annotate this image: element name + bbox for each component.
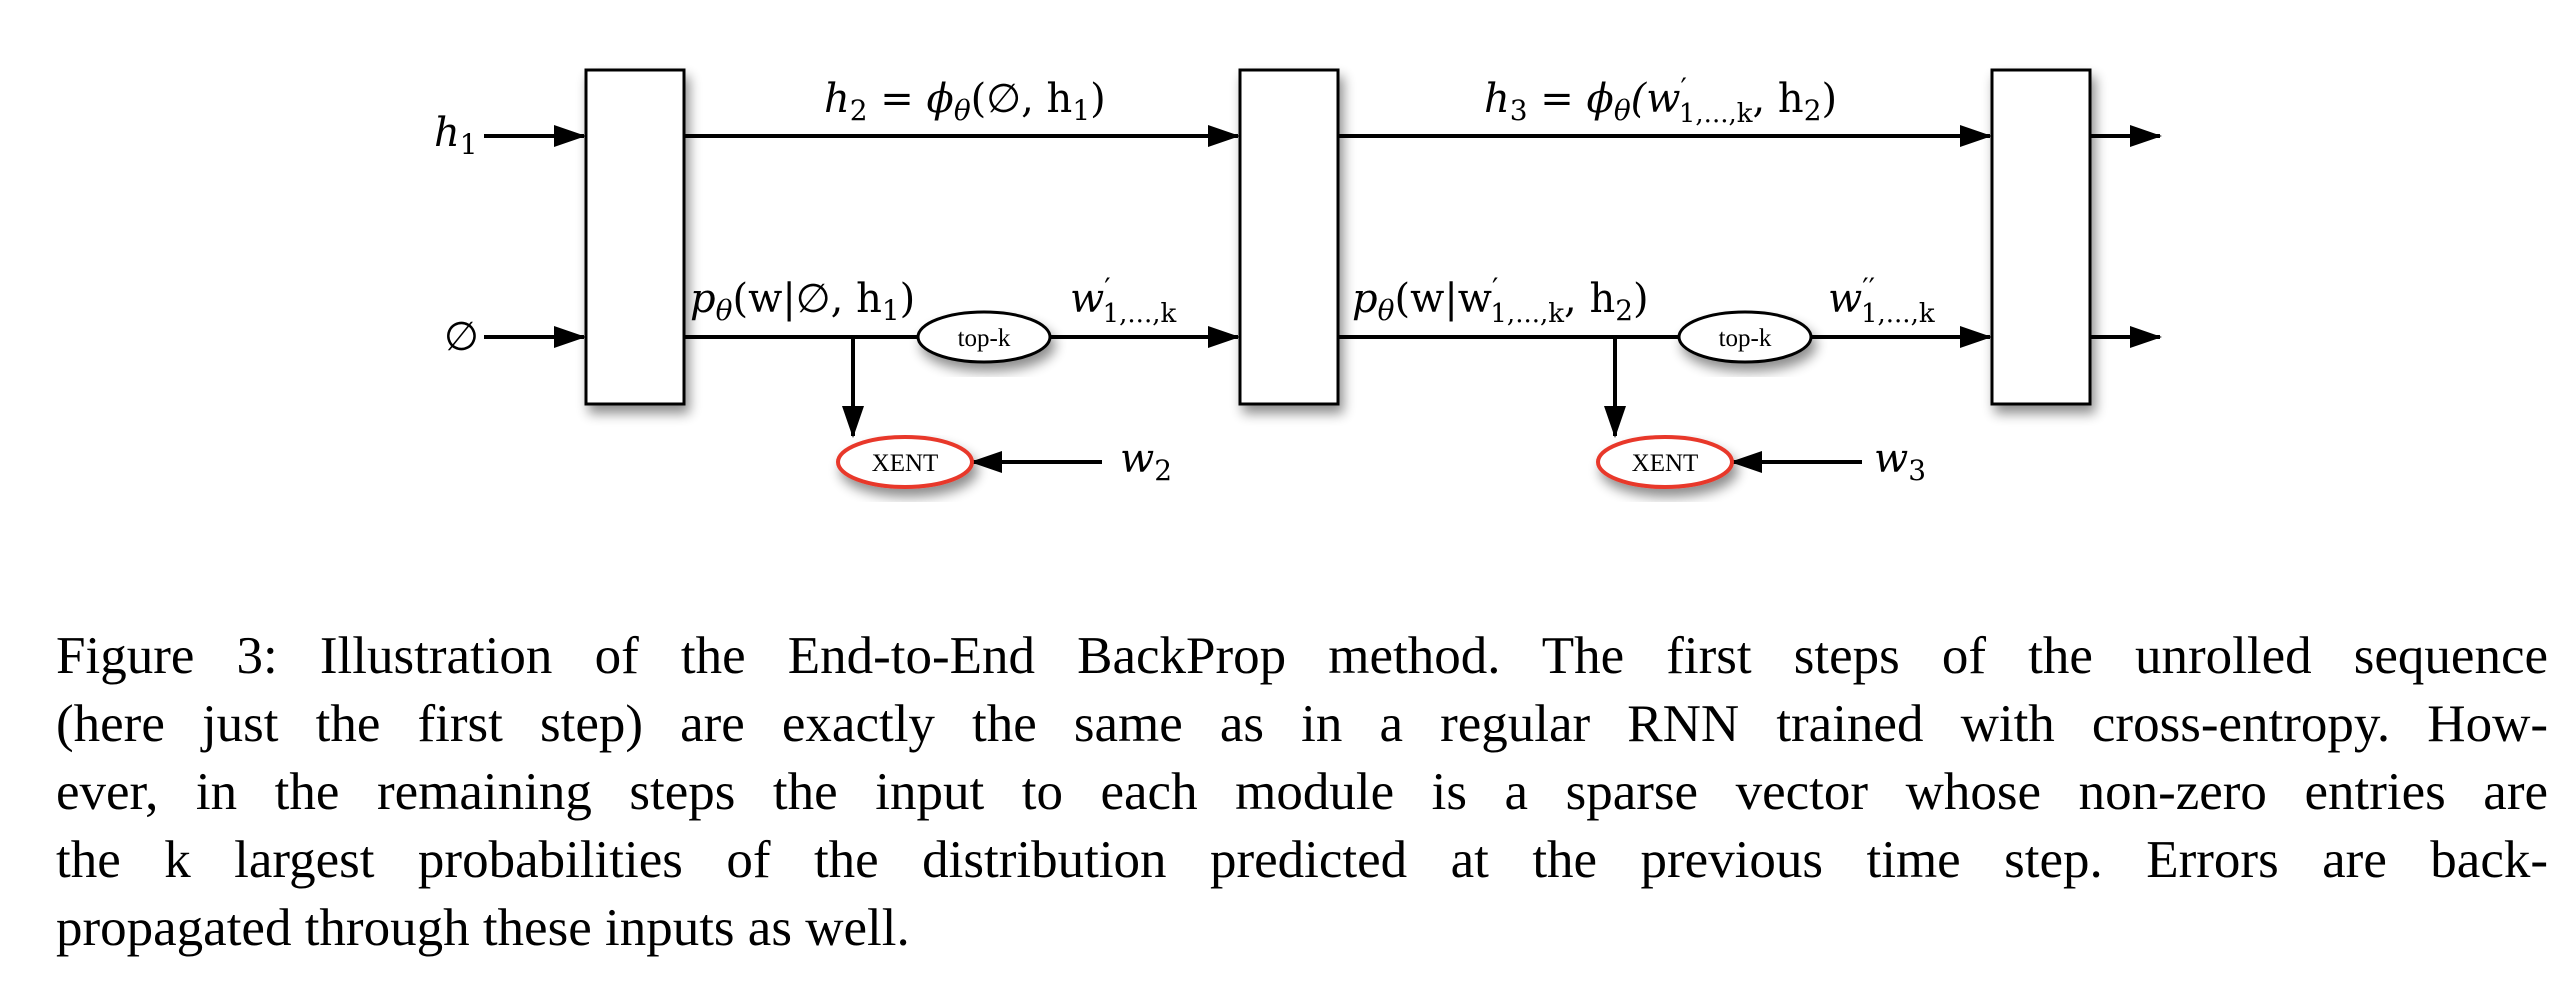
w-prime-label: w′ 1,...,k bbox=[1070, 272, 1176, 329]
topk-node-1 bbox=[916, 310, 1052, 364]
caption-line-1: Figure 3: Illustration of the End-to-End… bbox=[56, 627, 2548, 685]
input-empty-label: ∅ bbox=[444, 314, 479, 360]
rnn-module-box-3 bbox=[1990, 68, 2092, 406]
input-h1-label: h1 bbox=[434, 110, 478, 161]
caption-line-4: the k largest probabilities of the distr… bbox=[56, 831, 2548, 889]
topk-label-1: top-k bbox=[958, 325, 1011, 352]
topk-node-2 bbox=[1677, 310, 1813, 364]
h2-equation-label: h2 = ϕθ(∅, h1) bbox=[824, 76, 1106, 127]
xent-node-2 bbox=[1596, 435, 1734, 489]
w-double-prime-label: w′′ 1,...,k bbox=[1828, 272, 1935, 329]
xent-node-1 bbox=[836, 435, 974, 489]
figure-caption: Figure 3: Illustration of the End-to-End… bbox=[56, 622, 2548, 962]
target-w2-label: w2 bbox=[1120, 436, 1172, 487]
rnn-module-box-2 bbox=[1238, 68, 1340, 406]
rnn-module-box-1 bbox=[584, 68, 686, 406]
target-w3-label: w3 bbox=[1874, 436, 1926, 487]
xent-label-1: XENT bbox=[872, 450, 939, 477]
caption-line-3: ever, in the remaining steps the input t… bbox=[56, 763, 2548, 821]
p2-distribution-label: pθ(w|w′ 1,...,k, h2) bbox=[1352, 272, 1649, 329]
h3-equation-label: h3 = ϕθ(w′ 1,...,k, h2) bbox=[1484, 72, 1837, 129]
caption-line-5: propagated through these inputs as well. bbox=[56, 899, 910, 957]
xent-label-2: XENT bbox=[1632, 450, 1699, 477]
topk-label-2: top-k bbox=[1719, 325, 1772, 352]
p1-distribution-label: pθ(w|∅, h1) bbox=[690, 276, 915, 327]
end-to-end-backprop-diagram: top-k top-k XENT XENT h1 ∅ h2 = ϕθ(∅, h1… bbox=[434, 68, 2162, 489]
caption-line-2: (here just the first step) are exactly t… bbox=[56, 695, 2548, 753]
